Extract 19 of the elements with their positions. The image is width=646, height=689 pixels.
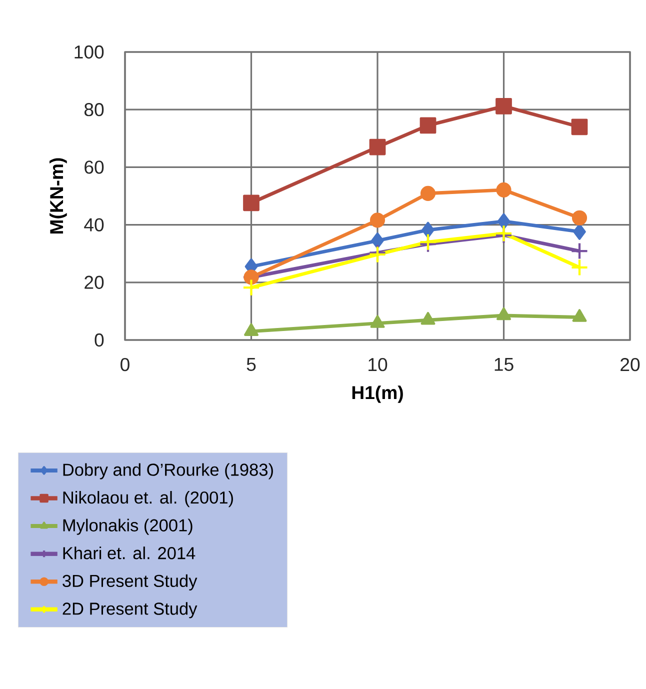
y-tick-label: 100 [74, 45, 104, 59]
x-tick-label: 15 [494, 358, 514, 371]
y-tick-label: 60 [84, 160, 104, 174]
x-tick-label: 5 [246, 358, 256, 371]
legend-label: Nikolaou et. al. (2001) [63, 490, 233, 508]
y-tick-label: 20 [84, 276, 104, 289]
x-tick-label: 0 [120, 358, 130, 372]
legend-label: Khari et. al. 2014 [63, 546, 196, 560]
y-tick-label: 80 [84, 103, 104, 116]
x-axis-title: H1(m) [352, 386, 403, 403]
legend-label: Mylonakis (2001) [63, 518, 192, 535]
x-tick-label: 10 [368, 358, 388, 372]
y-tick-label: 40 [84, 218, 104, 232]
legend-label: 3D Present Study [62, 574, 198, 590]
x-tick-label: 20 [620, 358, 640, 372]
y-tick-label: 0 [94, 333, 104, 347]
legend-label: 2D Present Study [62, 602, 198, 618]
y-axis-title: M(KN-m) [50, 158, 67, 234]
legend-label: Dobry and O’Rourke (1983) [63, 463, 273, 480]
